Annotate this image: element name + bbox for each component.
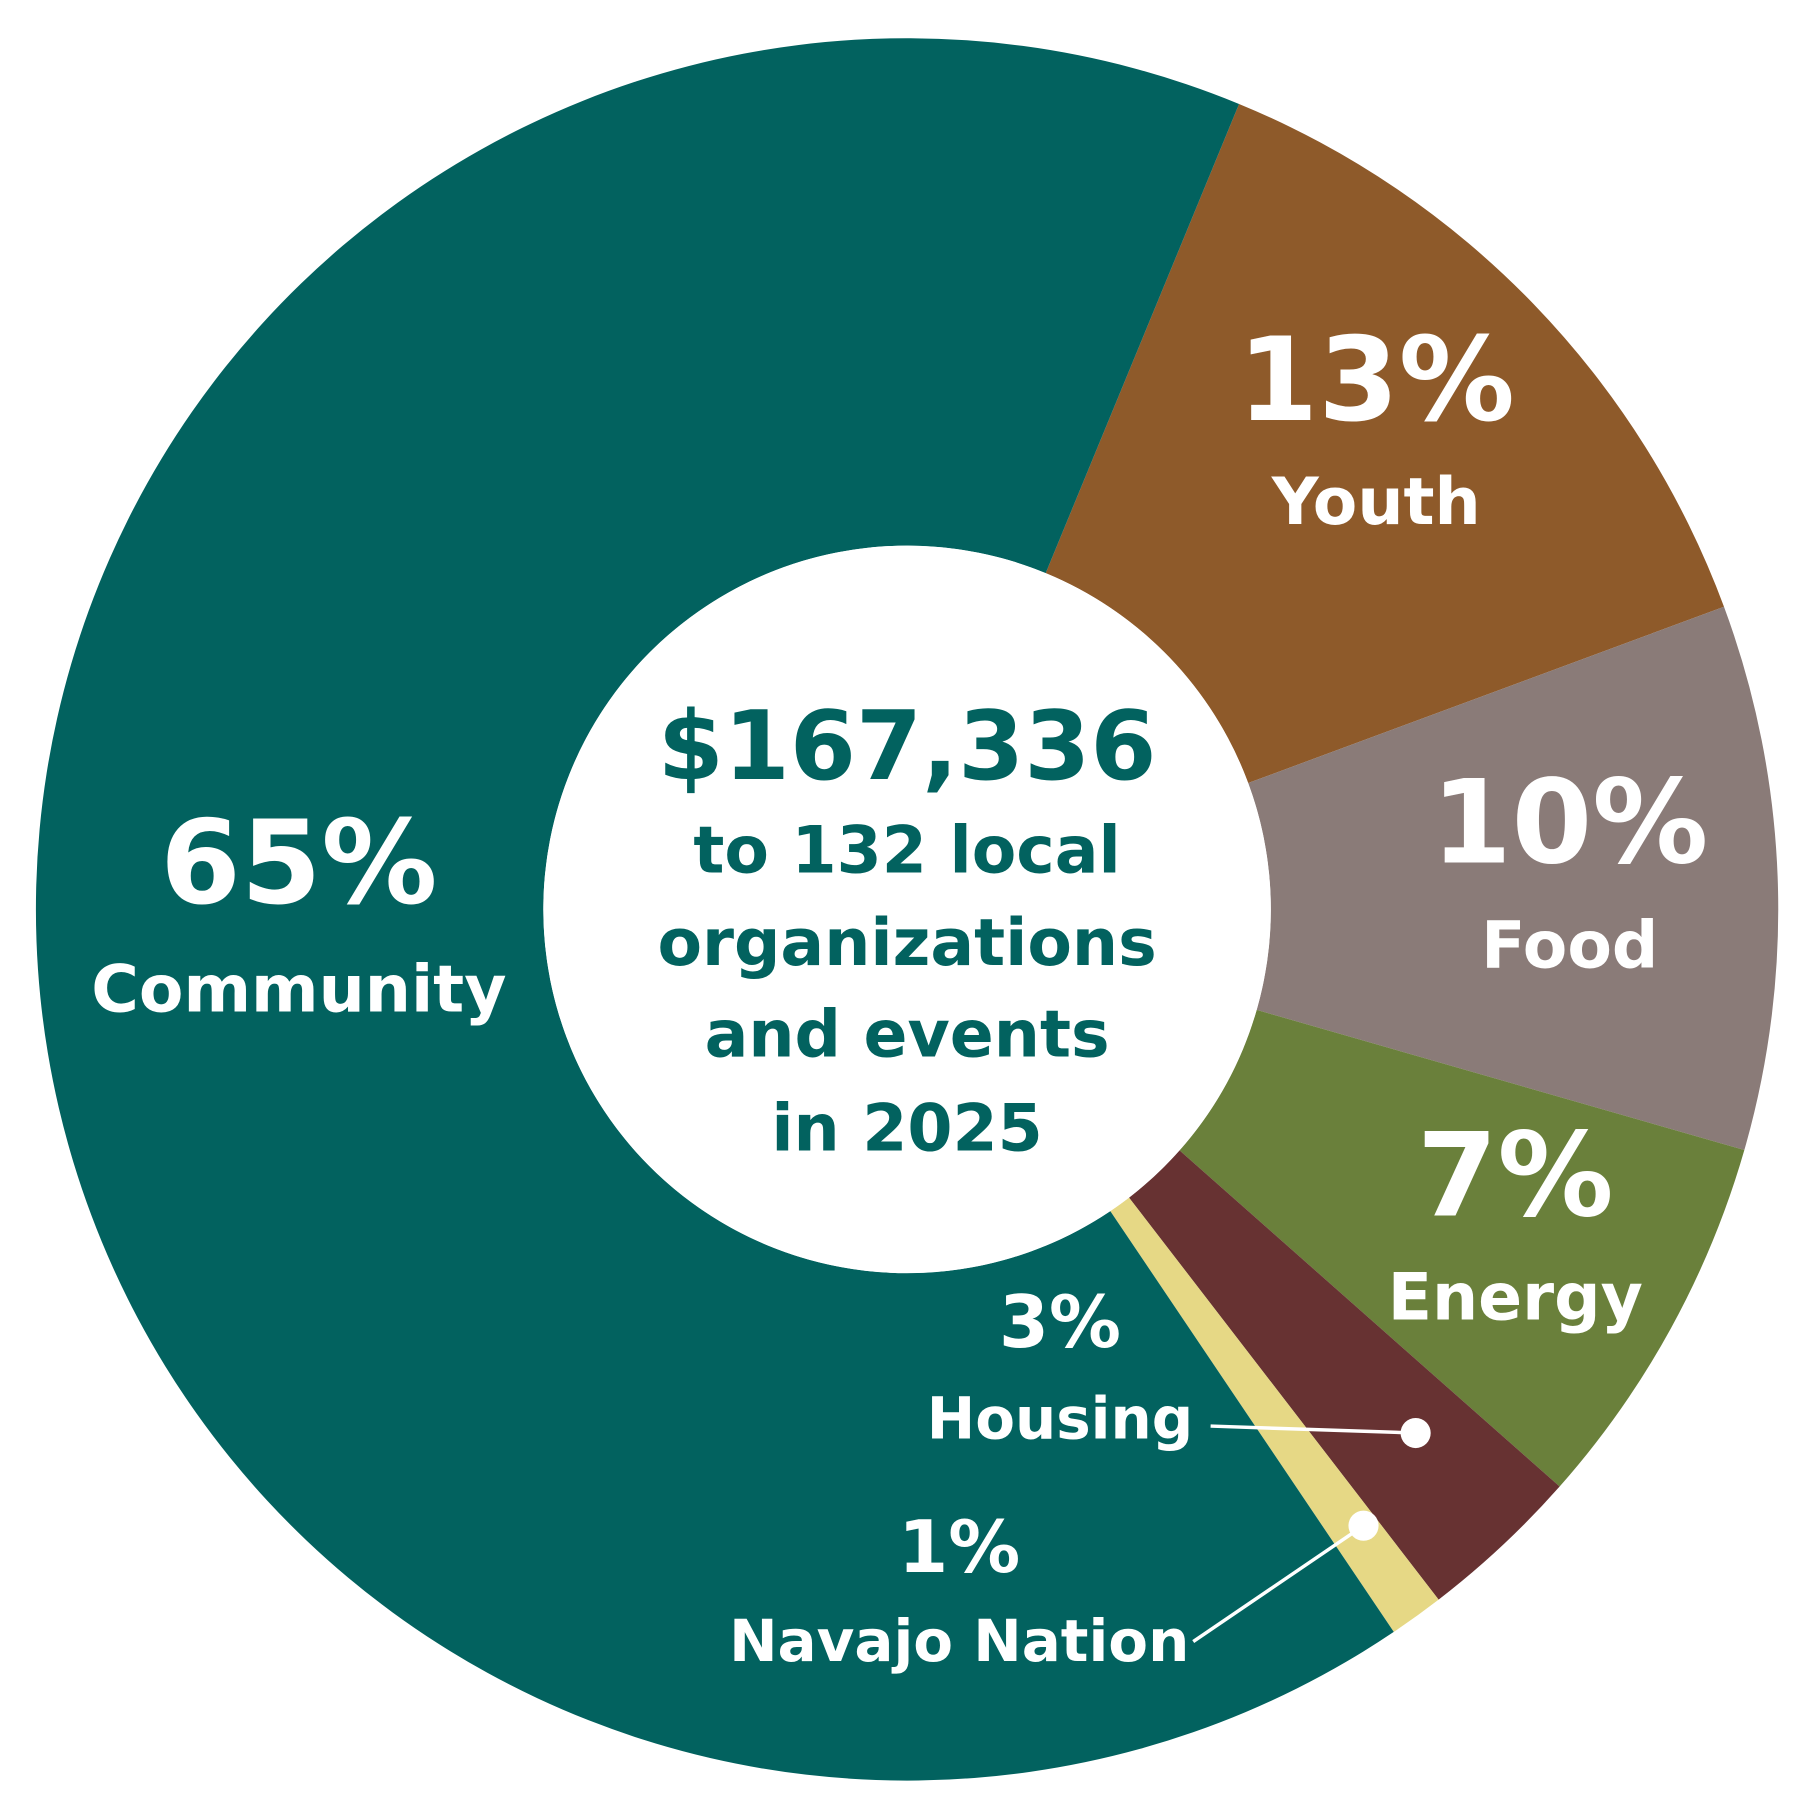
category-label: Housing [927, 1385, 1193, 1453]
center-text: and events [705, 998, 1110, 1073]
value-label: 65% [160, 796, 437, 931]
slice [35, 38, 1394, 1781]
category-label: Food [1481, 909, 1658, 984]
slice [1129, 1150, 1560, 1600]
category-label: Energy [1388, 1261, 1643, 1336]
slice [1248, 606, 1779, 1151]
value-label: 3% [999, 1280, 1121, 1364]
category-label: Community [91, 953, 506, 1028]
value-label: 1% [898, 1505, 1020, 1589]
category-label: Navajo Nation [729, 1607, 1189, 1675]
leader-line [1192, 1524, 1365, 1643]
leader-dot [1400, 1417, 1431, 1449]
center-hole [543, 545, 1271, 1274]
value-label: 7% [1417, 1109, 1614, 1244]
slice [1045, 103, 1724, 784]
slice [1179, 1009, 1745, 1487]
center-text: organizations [657, 906, 1156, 981]
center-text: to 132 local [693, 814, 1120, 889]
center-text: in 2025 [771, 1092, 1043, 1167]
category-label: Youth [1271, 465, 1481, 540]
value-label: 13% [1238, 313, 1515, 448]
center-text: $167,336 [658, 692, 1157, 802]
leader-dot [1348, 1510, 1379, 1541]
value-label: 10% [1431, 755, 1708, 890]
leader-line [1210, 1424, 1416, 1435]
